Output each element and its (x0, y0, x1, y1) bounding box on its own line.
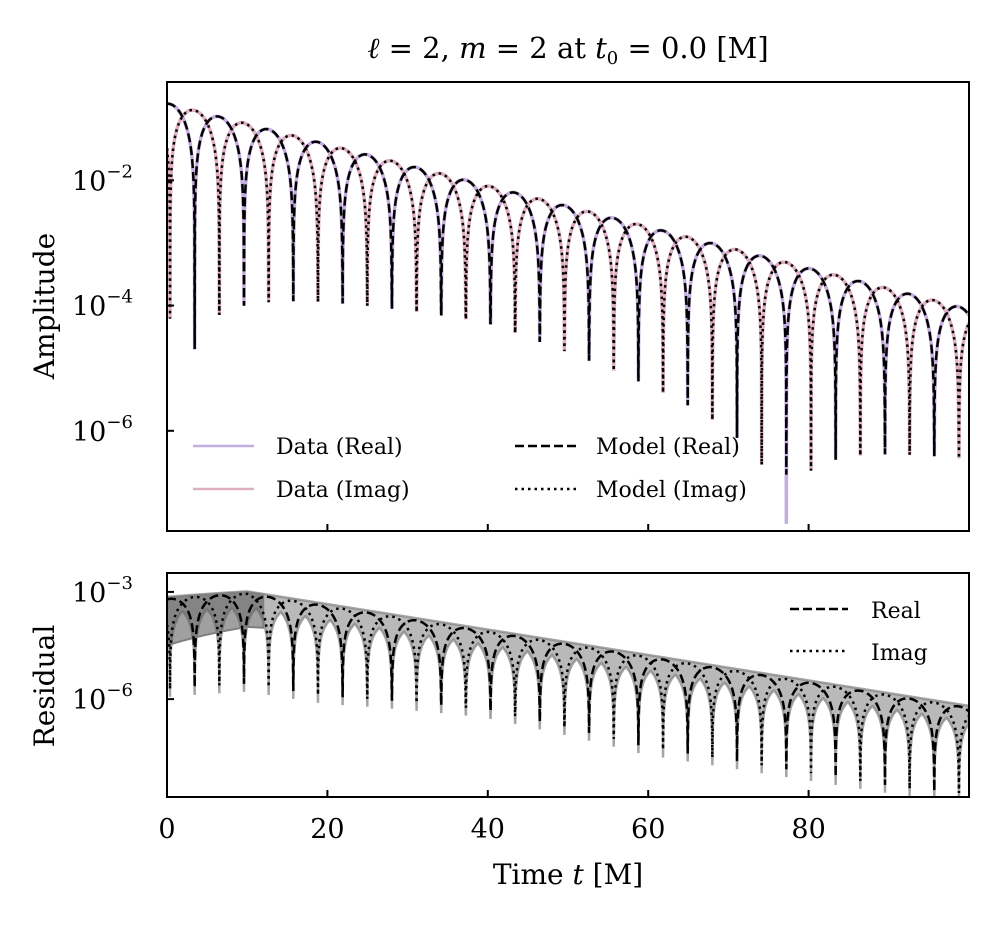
legend-label-imag: Imag (871, 641, 928, 666)
x-tick-labels: 0 20 40 60 80 (158, 814, 825, 845)
top-y-tick-label: 10−6 (72, 412, 133, 448)
top-legend: Data (Real) Data (Imag) Model (Real) Mod… (193, 435, 747, 503)
top-y-axis-label: Amplitude (28, 233, 61, 380)
residual-band (167, 590, 969, 797)
bottom-y-tick-label: 10−6 (72, 680, 133, 716)
legend-label-model-real: Model (Real) (596, 435, 740, 460)
x-tick-label: 0 (158, 814, 175, 845)
series-model-imag (167, 108, 969, 471)
bottom-y-tick-labels: 10−3 10−6 (72, 573, 133, 716)
series-model-real (167, 102, 969, 475)
top-plot-area (167, 101, 969, 524)
axis-ticks (167, 179, 810, 797)
legend-label-real: Real (871, 599, 921, 624)
top-y-tick-label: 10−2 (72, 161, 133, 197)
bottom-y-tick-label: 10−3 (72, 573, 133, 609)
bottom-legend: Real Imag (790, 599, 928, 666)
x-tick-label: 20 (310, 814, 344, 845)
bottom-plot-area (167, 590, 969, 797)
top-y-tick-label: 10−4 (72, 287, 133, 323)
x-tick-label: 60 (631, 814, 665, 845)
top-axes-frame (166, 81, 970, 532)
residual-imag (167, 592, 969, 794)
legend-label-model-imag: Model (Imag) (596, 478, 747, 503)
chart-title: ℓ = 2, m = 2 at t0 = 0.0 [M] (367, 31, 768, 71)
legend-label-data-imag: Data (Imag) (276, 478, 410, 503)
bottom-y-axis-label: Residual (28, 625, 61, 748)
residual-band-early (167, 591, 265, 647)
residual-real (167, 594, 969, 792)
x-tick-label: 40 (471, 814, 505, 845)
top-y-tick-labels: 10−2 10−4 10−6 (72, 161, 133, 447)
bottom-axes-frame (166, 572, 970, 798)
x-tick-label: 80 (791, 814, 825, 845)
x-axis-label: Time t [M] (493, 858, 643, 891)
legend-label-data-real: Data (Real) (276, 435, 403, 460)
